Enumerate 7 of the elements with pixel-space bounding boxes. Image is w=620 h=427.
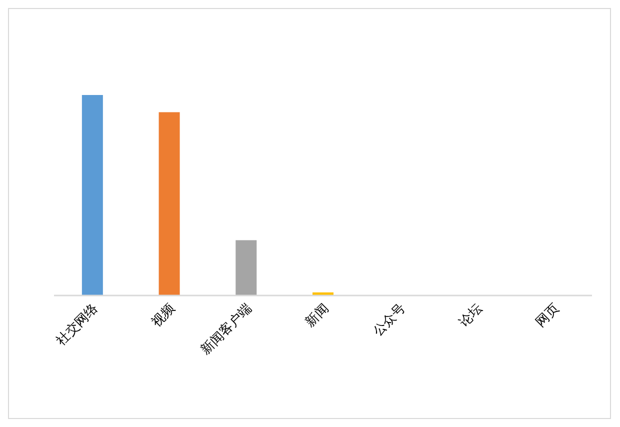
- x-tick-label: 新闻客户端: [198, 300, 255, 358]
- x-tick-label: 网页: [533, 301, 562, 330]
- x-tick-label: 公众号: [370, 301, 409, 340]
- x-tick-label: 新闻: [302, 301, 332, 330]
- x-tick-label: 视频: [149, 301, 178, 330]
- x-tick-label: 论坛: [456, 301, 486, 330]
- x-tick-label: 社交网络: [53, 300, 102, 349]
